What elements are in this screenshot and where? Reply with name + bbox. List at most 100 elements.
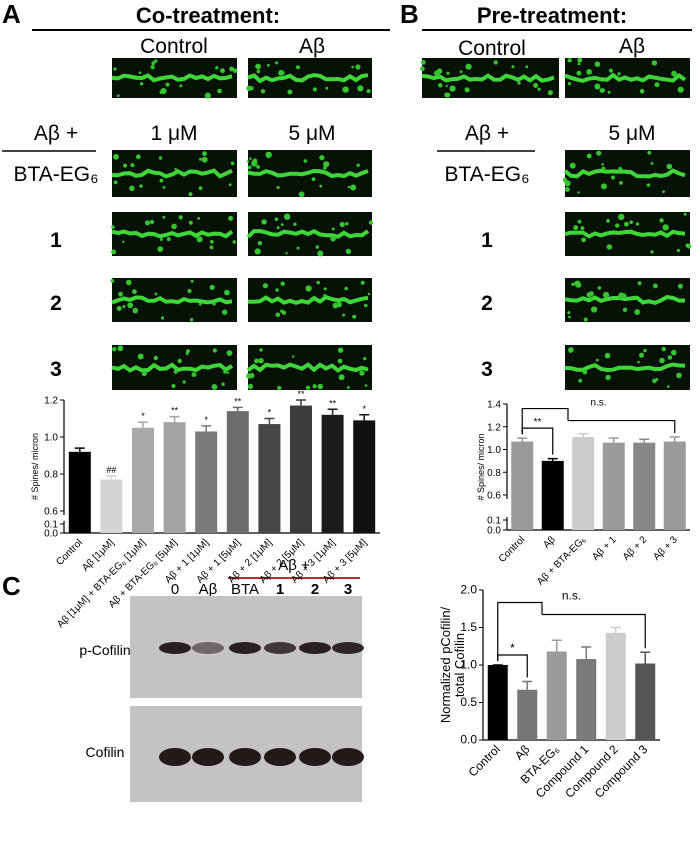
bracket-label: ** bbox=[534, 417, 542, 428]
spine bbox=[317, 250, 324, 257]
spine bbox=[652, 378, 657, 384]
band bbox=[264, 748, 296, 766]
x-tick-label: Aβ bbox=[541, 534, 558, 551]
spine bbox=[564, 187, 570, 192]
spine bbox=[639, 352, 644, 358]
spine bbox=[359, 370, 365, 376]
spine bbox=[187, 288, 192, 294]
row-label: 1 bbox=[481, 229, 493, 252]
spine bbox=[257, 241, 262, 246]
col-label: Aβ bbox=[619, 35, 645, 58]
band bbox=[159, 748, 191, 766]
bar bbox=[487, 665, 508, 740]
spine bbox=[182, 380, 186, 384]
y-tick-label: 1.4 bbox=[487, 400, 501, 411]
spine bbox=[323, 294, 327, 298]
spine bbox=[260, 89, 266, 94]
spine bbox=[287, 89, 293, 95]
spine bbox=[278, 69, 285, 76]
bracket bbox=[497, 601, 646, 661]
dendrite bbox=[247, 73, 369, 84]
significance: * bbox=[141, 411, 145, 421]
y-tick-label: 0.5 bbox=[460, 695, 477, 709]
spine bbox=[210, 239, 214, 244]
bar bbox=[258, 424, 281, 533]
spine bbox=[537, 87, 541, 91]
spine bbox=[446, 92, 451, 98]
spine bbox=[493, 60, 498, 65]
spine bbox=[154, 59, 158, 63]
lane-label: Aβ bbox=[199, 581, 218, 598]
y-tick-label: 0.0 bbox=[460, 733, 477, 747]
micrographs bbox=[110, 57, 692, 802]
significance: * bbox=[362, 404, 366, 414]
spine bbox=[465, 63, 472, 70]
y-tick-label: 0.0 bbox=[44, 529, 58, 540]
spine bbox=[284, 213, 291, 220]
x-tick-label: Aβ + 2 bbox=[621, 534, 650, 563]
error-bar bbox=[669, 436, 680, 442]
spine bbox=[254, 358, 259, 364]
spine bbox=[677, 283, 683, 289]
band bbox=[299, 642, 331, 654]
spine bbox=[686, 243, 692, 249]
spine bbox=[116, 94, 120, 97]
spine bbox=[337, 347, 344, 353]
spine bbox=[292, 355, 295, 358]
x-tick-label: Aβ + 1 bbox=[590, 534, 619, 563]
spine bbox=[154, 292, 158, 296]
spine bbox=[126, 279, 132, 286]
spine bbox=[173, 369, 178, 374]
spine bbox=[438, 83, 443, 88]
bar bbox=[100, 479, 123, 533]
spine bbox=[347, 386, 350, 389]
spine bbox=[201, 156, 208, 163]
spine bbox=[605, 374, 611, 381]
error-bar bbox=[359, 414, 370, 421]
y-tick-label: 0.8 bbox=[487, 468, 501, 479]
spine bbox=[122, 305, 126, 309]
row-header: Aβ + bbox=[34, 122, 78, 145]
spine bbox=[345, 222, 349, 226]
bracket bbox=[521, 407, 676, 435]
spine bbox=[113, 180, 118, 185]
spine bbox=[141, 370, 147, 377]
spine bbox=[615, 223, 620, 228]
spine bbox=[338, 374, 345, 381]
spine bbox=[671, 70, 677, 77]
spine bbox=[276, 226, 280, 230]
spine bbox=[603, 291, 610, 299]
spine bbox=[525, 65, 529, 69]
spine bbox=[622, 307, 628, 312]
col-label: Control bbox=[140, 35, 208, 58]
spine bbox=[204, 92, 211, 99]
spine bbox=[659, 357, 665, 364]
spine bbox=[583, 317, 588, 322]
spine bbox=[274, 217, 279, 221]
y-tick-label: 2.0 bbox=[460, 583, 477, 597]
spine bbox=[190, 279, 194, 283]
y-tick-label: 1.0 bbox=[487, 445, 501, 456]
spine bbox=[594, 61, 601, 67]
spine bbox=[296, 65, 300, 70]
spine bbox=[571, 282, 575, 286]
spine bbox=[138, 71, 142, 74]
spine bbox=[144, 220, 151, 226]
y-tick-label: 0.1 bbox=[487, 516, 501, 527]
error-bar bbox=[640, 651, 651, 664]
spine bbox=[165, 82, 170, 87]
error-bar bbox=[74, 447, 85, 452]
spine bbox=[139, 82, 144, 86]
col-label: Control bbox=[458, 37, 526, 60]
spine bbox=[312, 87, 317, 92]
spine bbox=[249, 157, 252, 160]
spine bbox=[330, 235, 336, 242]
significance: * bbox=[204, 415, 208, 425]
spine bbox=[315, 245, 320, 249]
dendrite bbox=[111, 229, 234, 239]
spine bbox=[228, 183, 232, 187]
spine bbox=[601, 163, 604, 166]
spine bbox=[666, 163, 673, 170]
spine bbox=[336, 301, 342, 308]
spine bbox=[247, 383, 254, 390]
